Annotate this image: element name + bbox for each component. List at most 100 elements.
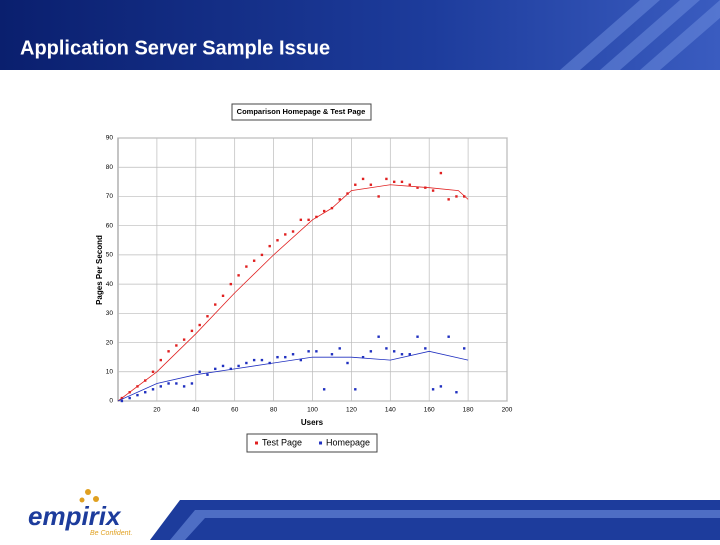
point	[361, 177, 365, 181]
point	[299, 218, 303, 222]
point	[377, 195, 380, 198]
point	[307, 350, 310, 353]
point	[392, 180, 396, 184]
slide-title: Application Server Sample Issue	[20, 37, 330, 59]
chart-title-box	[231, 103, 372, 121]
point	[361, 355, 365, 359]
point	[338, 198, 341, 201]
x-tick-label: 200	[502, 407, 513, 414]
point	[284, 233, 287, 236]
point	[252, 358, 256, 362]
point	[229, 367, 233, 371]
point	[198, 323, 201, 327]
point	[416, 335, 419, 338]
point	[167, 350, 170, 353]
point	[431, 388, 435, 391]
point	[463, 195, 466, 198]
point	[268, 361, 271, 365]
point	[276, 355, 279, 359]
point	[268, 244, 271, 248]
x-tick-label: 60	[231, 407, 239, 414]
point	[245, 265, 248, 268]
point	[291, 353, 295, 356]
x-tick-label: 160	[424, 407, 435, 414]
point	[190, 382, 194, 385]
y-tick-label: 70	[106, 193, 114, 200]
point	[431, 189, 435, 192]
point	[338, 347, 341, 350]
point	[167, 382, 170, 385]
logo-tagline: Be Confident.	[90, 530, 132, 537]
point	[229, 282, 233, 286]
point	[190, 329, 194, 333]
point	[136, 393, 139, 397]
point	[182, 338, 186, 341]
point	[144, 391, 147, 394]
point	[408, 353, 411, 356]
point	[377, 335, 380, 338]
y-tick-label: 50	[106, 252, 114, 259]
footer-stripe	[170, 510, 720, 540]
x-tick-label: 180	[463, 407, 474, 414]
point	[237, 274, 240, 277]
trend-line	[117, 184, 469, 402]
point	[206, 373, 209, 376]
point	[447, 335, 450, 338]
y-tick-label: 30	[106, 310, 114, 317]
point	[322, 209, 326, 213]
point	[245, 361, 248, 365]
x-tick-label: 120	[346, 407, 357, 414]
point	[221, 364, 225, 368]
point	[214, 367, 217, 371]
point	[369, 350, 373, 353]
y-tick-label: 20	[106, 339, 114, 346]
point	[315, 215, 318, 219]
x-tick-label: 20	[153, 407, 161, 414]
y-tick-label: 0	[109, 398, 113, 405]
point	[455, 391, 458, 394]
point	[120, 399, 124, 403]
point	[284, 355, 287, 359]
point	[439, 385, 443, 388]
logo: empirix	[28, 501, 122, 531]
point	[198, 370, 201, 373]
point	[346, 192, 349, 195]
x-tick-label: 40	[192, 407, 200, 414]
point	[392, 350, 396, 353]
point	[291, 230, 295, 233]
point	[307, 218, 310, 222]
point	[159, 385, 162, 388]
point	[400, 180, 404, 184]
point	[369, 183, 373, 186]
y-tick-label: 90	[106, 135, 114, 142]
point	[322, 388, 326, 391]
point	[408, 183, 411, 186]
point	[463, 347, 466, 350]
point	[424, 347, 427, 350]
trend-line	[117, 350, 469, 402]
x-tick-label: 80	[270, 407, 278, 414]
point	[260, 253, 264, 257]
y-tick-label: 80	[106, 164, 114, 171]
point	[385, 177, 388, 181]
point	[206, 315, 209, 318]
point	[128, 396, 131, 400]
point	[299, 358, 303, 362]
legend-label: Homepage	[326, 437, 370, 447]
point	[237, 364, 240, 368]
y-tick-label: 60	[106, 222, 114, 229]
point	[439, 171, 443, 175]
point	[354, 183, 357, 186]
point	[252, 259, 256, 262]
point	[221, 294, 225, 297]
legend-swatch	[255, 441, 258, 445]
logo-dot	[85, 489, 91, 495]
point	[260, 358, 264, 362]
point	[315, 350, 318, 353]
point	[455, 195, 458, 198]
legend-swatch	[319, 441, 323, 445]
y-tick-label: 10	[106, 368, 114, 375]
chart-title: Comparison Homepage & Test Page	[237, 107, 366, 116]
point	[385, 347, 388, 350]
